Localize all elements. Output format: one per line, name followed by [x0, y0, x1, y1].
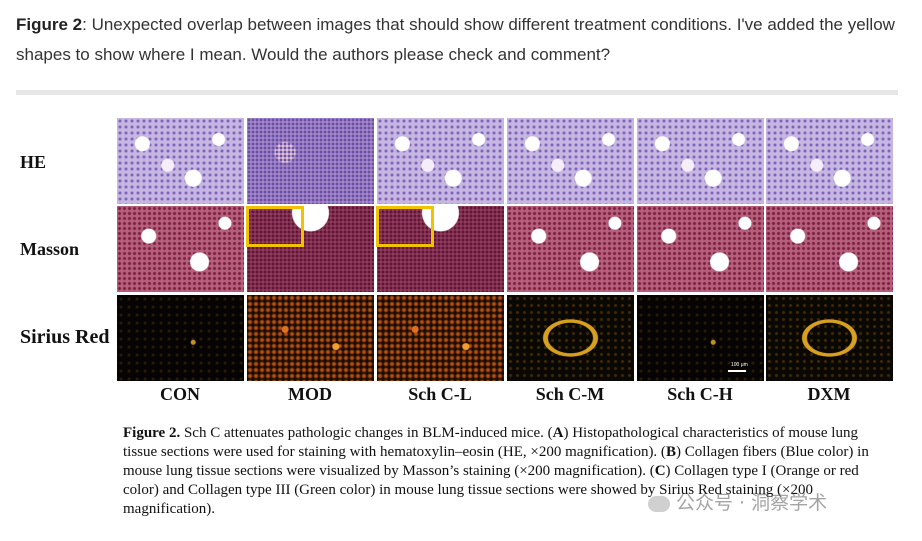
column-label-sch-c-l: Sch C-L — [408, 384, 472, 404]
scale-bar — [728, 370, 746, 372]
caption-part-1: Sch C attenuates pathologic changes in B… — [180, 425, 553, 441]
divider — [16, 90, 898, 95]
caption-part-3: ) Collagen fibers (Blue color) in mouse … — [123, 444, 869, 479]
column-label-mod: MOD — [288, 384, 332, 404]
caption-panel-c: C — [654, 463, 666, 479]
figure-caption: Figure 2. Sch C attenuates pathologic ch… — [123, 424, 893, 519]
scale-bar-label: 100 μm — [731, 362, 748, 368]
panel-he-sch-c-l — [377, 118, 504, 204]
row-label-sirius-red: Sirius Red — [20, 326, 110, 348]
panel-sirius-sch-c-h — [637, 295, 764, 381]
panel-sirius-sch-c-l — [377, 295, 504, 381]
highlight-box-mod — [246, 206, 304, 247]
caption-part-2: ) Histopathological characteristics of m… — [123, 425, 858, 460]
panel-sirius-con — [117, 295, 244, 381]
panel-sirius-sch-c-m — [507, 295, 634, 381]
comment-text: Figure 2: Unexpected overlap between ima… — [16, 10, 906, 70]
comment-figure-label: Figure 2 — [16, 15, 83, 34]
panel-he-sch-c-h — [637, 118, 764, 204]
watermark: 公众号 · 洞察学术 — [648, 488, 827, 515]
panel-masson-sch-c-m — [507, 206, 634, 292]
highlight-box-sch-c-l — [376, 206, 434, 247]
column-label-sch-c-m: Sch C-M — [535, 384, 605, 404]
panel-he-dxm — [766, 118, 893, 204]
panel-masson-mod — [247, 206, 374, 292]
panel-he-sch-c-m — [507, 118, 634, 204]
panel-he-mod — [247, 118, 374, 204]
comment-body: : Unexpected overlap between images that… — [16, 15, 895, 64]
wechat-icon — [648, 495, 670, 512]
panel-sirius-mod — [247, 295, 374, 381]
row-label-he: HE — [20, 152, 47, 172]
panel-masson-sch-c-l — [377, 206, 504, 292]
panel-masson-con — [117, 206, 244, 292]
caption-panel-a: A — [552, 425, 564, 441]
panel-sirius-dxm — [766, 295, 893, 381]
column-label-dxm: DXM — [807, 384, 851, 404]
column-label-sch-c-h: Sch C-H — [667, 384, 733, 404]
caption-title: Figure 2. — [123, 425, 181, 441]
column-label-con: CON — [160, 384, 200, 404]
watermark-text: 公众号 · 洞察学术 — [676, 492, 828, 514]
panel-masson-sch-c-h — [637, 206, 764, 292]
caption-part-4: ) Collagen type I (Orange or red color) … — [123, 463, 859, 517]
panel-masson-dxm — [766, 206, 893, 292]
row-label-masson: Masson — [20, 239, 80, 259]
caption-panel-b: B — [665, 444, 676, 460]
panel-he-con — [117, 118, 244, 204]
